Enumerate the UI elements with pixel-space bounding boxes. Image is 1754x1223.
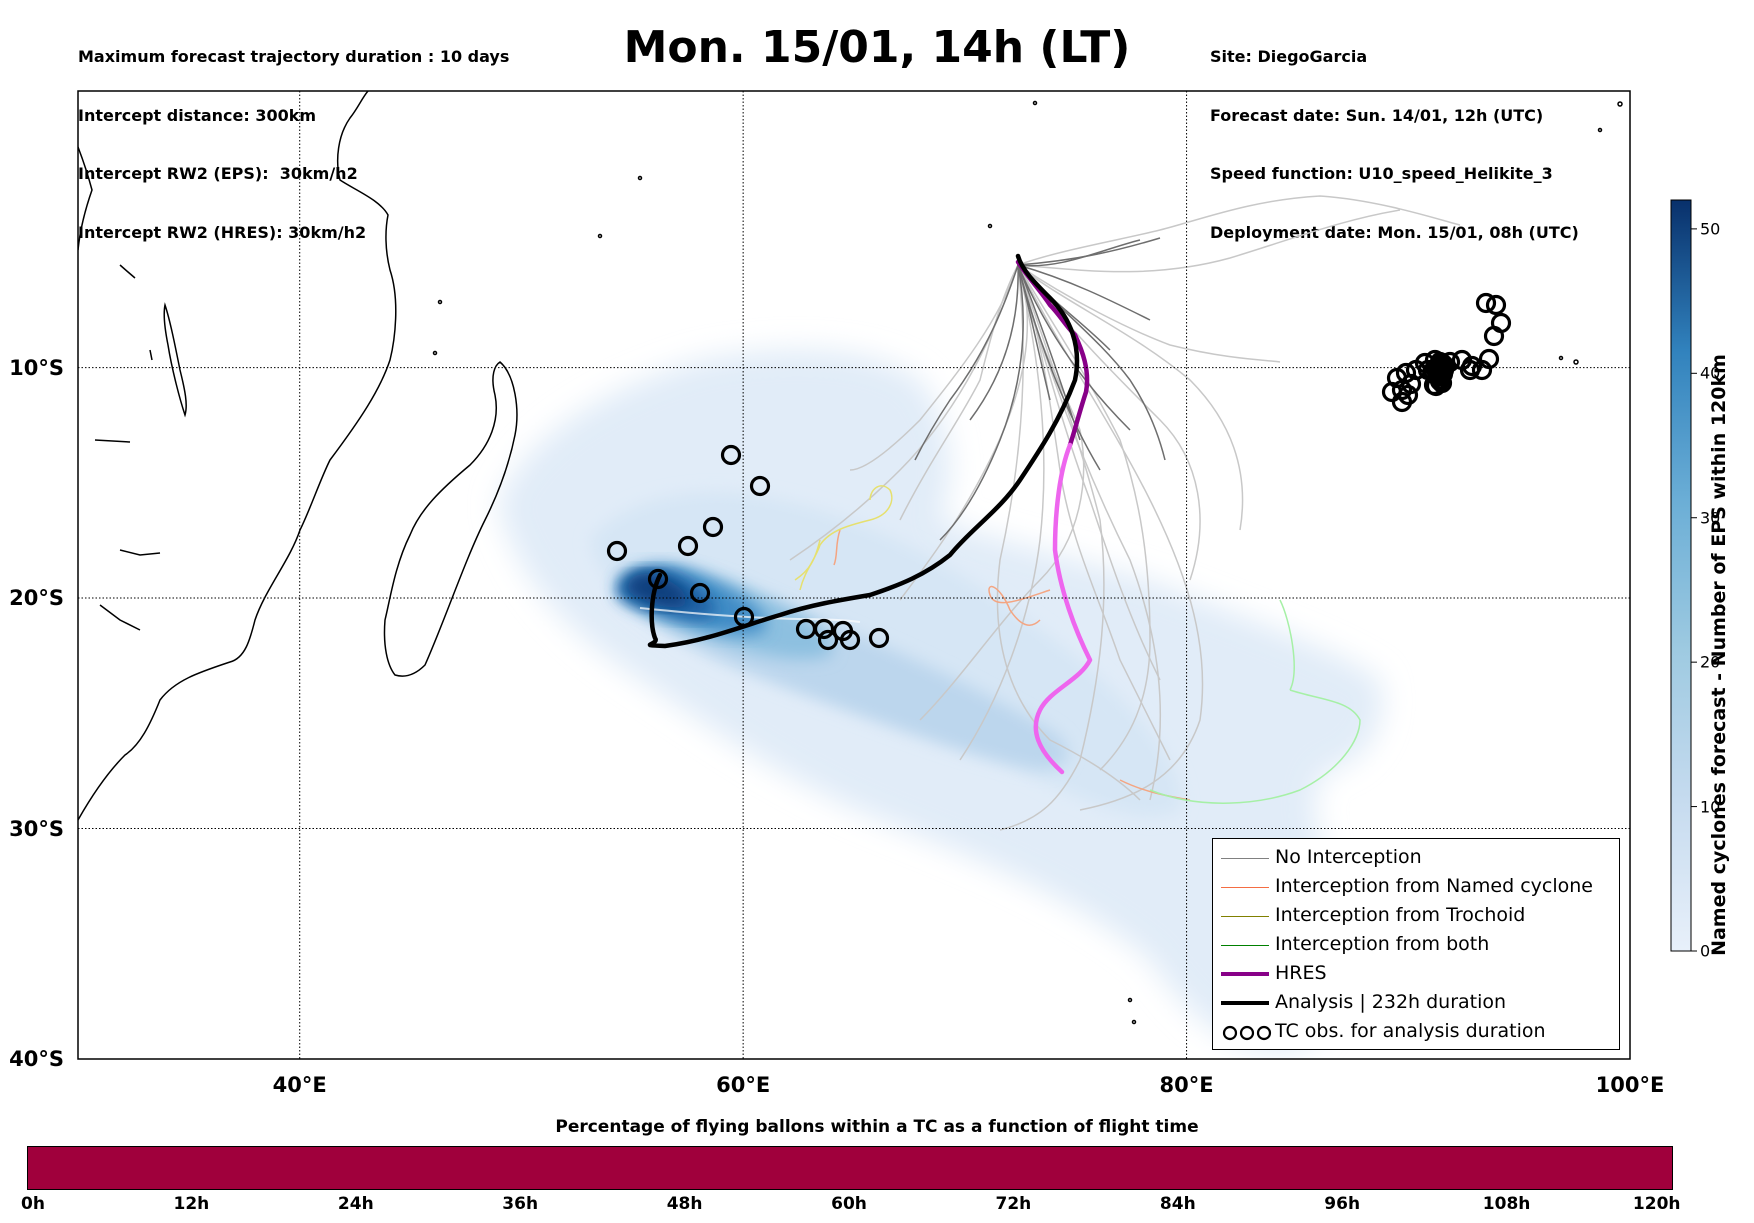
timeline-tick-label: 72h [995, 1194, 1032, 1214]
legend-line-sample [1221, 915, 1269, 917]
legend-label: TC obs. for analysis duration [1275, 1020, 1546, 1042]
lat-tick-label: 30°S [9, 816, 64, 841]
timeline-tick-label: 36h [502, 1194, 539, 1214]
tc-obs-marker [1475, 292, 1497, 314]
legend-label: Interception from both [1275, 933, 1490, 955]
legend-line-sample [1221, 944, 1269, 946]
legend-line-sample [1221, 972, 1269, 976]
tc-obs-marker [647, 568, 669, 590]
legend-line-sample [1221, 1001, 1269, 1005]
header-left-line: Maximum forecast trajectory duration : 1… [78, 47, 510, 66]
legend-line-sample [1221, 886, 1269, 888]
tc-obs-marker [677, 535, 699, 557]
legend-item: Interception from both [1213, 932, 1619, 958]
lon-tick-label: 80°E [1159, 1073, 1214, 1097]
tc-obs-marker [720, 444, 742, 466]
tc-obs-marker [702, 516, 724, 538]
timeline-title: Percentage of flying ballons within a TC… [555, 1117, 1199, 1137]
timeline-tick-label: 60h [831, 1194, 867, 1214]
header-left-line: Intercept distance: 300km [78, 105, 317, 125]
timeline-tick-label: 84h [1159, 1194, 1196, 1214]
tc-obs-marker [1485, 294, 1507, 316]
tc-obs-marker [1461, 355, 1483, 377]
header-right-line: Deployment date: Mon. 15/01, 08h (UTC) [1210, 222, 1579, 242]
timeline-tick-label: 108h [1482, 1194, 1531, 1214]
colorbar-tick-label: 50 [1700, 219, 1721, 239]
lon-tick-label: 60°E [716, 1073, 771, 1097]
lat-tick-label: 20°S [9, 586, 64, 611]
colorbar [1670, 199, 1692, 952]
tc-obs-marker [733, 606, 755, 628]
lat-tick-label: 10°S [9, 355, 64, 380]
timeline-tick-label: 96h [1324, 1194, 1361, 1214]
tc-obs-marker [1483, 325, 1505, 347]
legend-item: HRES [1213, 961, 1619, 987]
timeline-bar [27, 1146, 1673, 1190]
lon-tick-label: 100°E [1595, 1073, 1665, 1097]
tc-obs-marker [1451, 349, 1473, 371]
tc-obs-marker [1391, 391, 1413, 413]
colorbar-ticks [1691, 228, 1697, 952]
lat-tick-label: 40°S [9, 1047, 64, 1071]
tc-obs-marker [817, 629, 839, 651]
legend-item: Analysis | 232h duration [1213, 990, 1619, 1016]
legend-item: No Interception [1213, 845, 1619, 871]
tc-obs-marker [813, 618, 835, 640]
colorbar-tick-label: 0 [1700, 941, 1711, 961]
legend-line-sample [1221, 857, 1269, 859]
tc-obs-marker [1417, 359, 1439, 381]
legend-label: Interception from Trochoid [1275, 904, 1526, 926]
colorbar-tick-label: 20 [1700, 652, 1721, 672]
lon-tick-label: 40°E [272, 1073, 327, 1097]
header-left-line: Intercept RW2 (HRES): 30km/h2 [78, 222, 367, 242]
header-right-line: Site: DiegoGarcia [1210, 47, 1368, 66]
legend-label: Analysis | 232h duration [1275, 991, 1507, 1013]
tc-observation-markers [606, 292, 1512, 651]
header-info-right: Site: DiegoGarcia Forecast date: Sun. 14… [1210, 8, 1579, 262]
tc-obs-marker [839, 629, 861, 651]
legend-item: Interception from Named cyclone [1213, 874, 1619, 900]
legend-item: Interception from Trochoid [1213, 903, 1619, 929]
legend-label: No Interception [1275, 846, 1422, 868]
eps-trajectories [789, 195, 1461, 831]
timeline-tick-label: 24h [337, 1194, 374, 1214]
colorbar-title: Named cyclones forecast - Number of EPS … [1708, 354, 1730, 956]
legend-item: TC obs. for analysis duration [1213, 1019, 1619, 1045]
timeline-tick-label: 0h [21, 1194, 45, 1214]
header-info-left: Maximum forecast trajectory duration : 1… [78, 8, 509, 262]
map-frame [77, 90, 1631, 1060]
colorbar-tick-label: 10 [1700, 797, 1721, 817]
tc-obs-marker [1471, 359, 1493, 381]
colorbar-tick-label: 30 [1700, 508, 1721, 528]
legend-label: Interception from Named cyclone [1275, 875, 1593, 897]
tc-obs-marker [1430, 360, 1452, 382]
colorbar-tick-label: 40 [1700, 363, 1721, 383]
timeline-tick-label: 120h [1632, 1194, 1681, 1214]
tc-obs-marker [749, 475, 771, 497]
tc-obs-marker [868, 627, 890, 649]
cyclone-icon [1221, 1022, 1273, 1042]
legend-label: HRES [1275, 962, 1327, 984]
legend: No Interception Interception from Named c… [1212, 838, 1620, 1050]
eps-density-field [498, 349, 1383, 1052]
map-grid [78, 91, 1630, 1059]
timeline-tick-label: 48h [666, 1194, 703, 1214]
tc-obs-marker [606, 540, 628, 562]
timeline-tick-label: 12h [173, 1194, 210, 1214]
tc-obs-marker [689, 582, 711, 604]
header-right-line: Forecast date: Sun. 14/01, 12h (UTC) [1210, 105, 1544, 125]
coastlines [78, 91, 1623, 1025]
main-title: Mon. 15/01, 14h (LT) [623, 22, 1131, 73]
analysis-track [647, 253, 1080, 649]
header-right-line: Speed function: U10_speed_Helikite_3 [1210, 164, 1553, 183]
